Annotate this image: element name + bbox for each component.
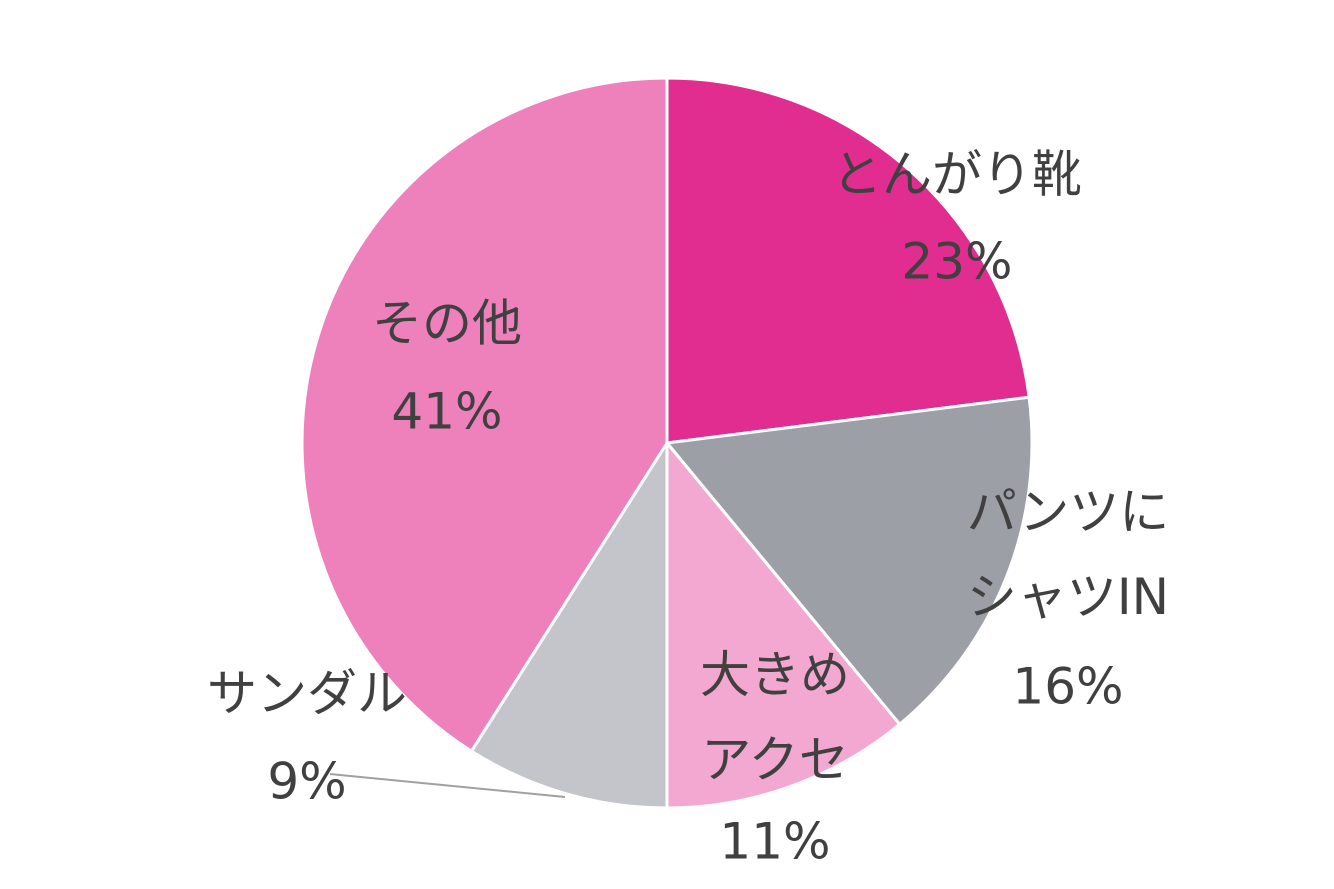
- leader-line: [329, 773, 566, 798]
- slice-value-label: 11%: [719, 813, 830, 871]
- slice-label: とんがり靴: [832, 146, 1082, 204]
- pie-slice: [300, 76, 669, 754]
- slice-value-label: 9%: [267, 753, 346, 811]
- slice-label: サンダル: [207, 665, 407, 723]
- pie-slice: [469, 437, 669, 810]
- slice-value-label: 16%: [1012, 658, 1123, 716]
- slice-label: パンツにシャツIN: [967, 483, 1170, 626]
- slice-label: その他: [372, 295, 522, 353]
- pie-slice: [665, 438, 902, 810]
- slice-value-label: 41%: [391, 383, 502, 441]
- pie-slice: [665, 76, 1031, 445]
- slice-label: 大きめアクセ: [700, 646, 850, 789]
- slice-value-label: 23%: [901, 233, 1012, 291]
- pie-slice: [664, 395, 1034, 727]
